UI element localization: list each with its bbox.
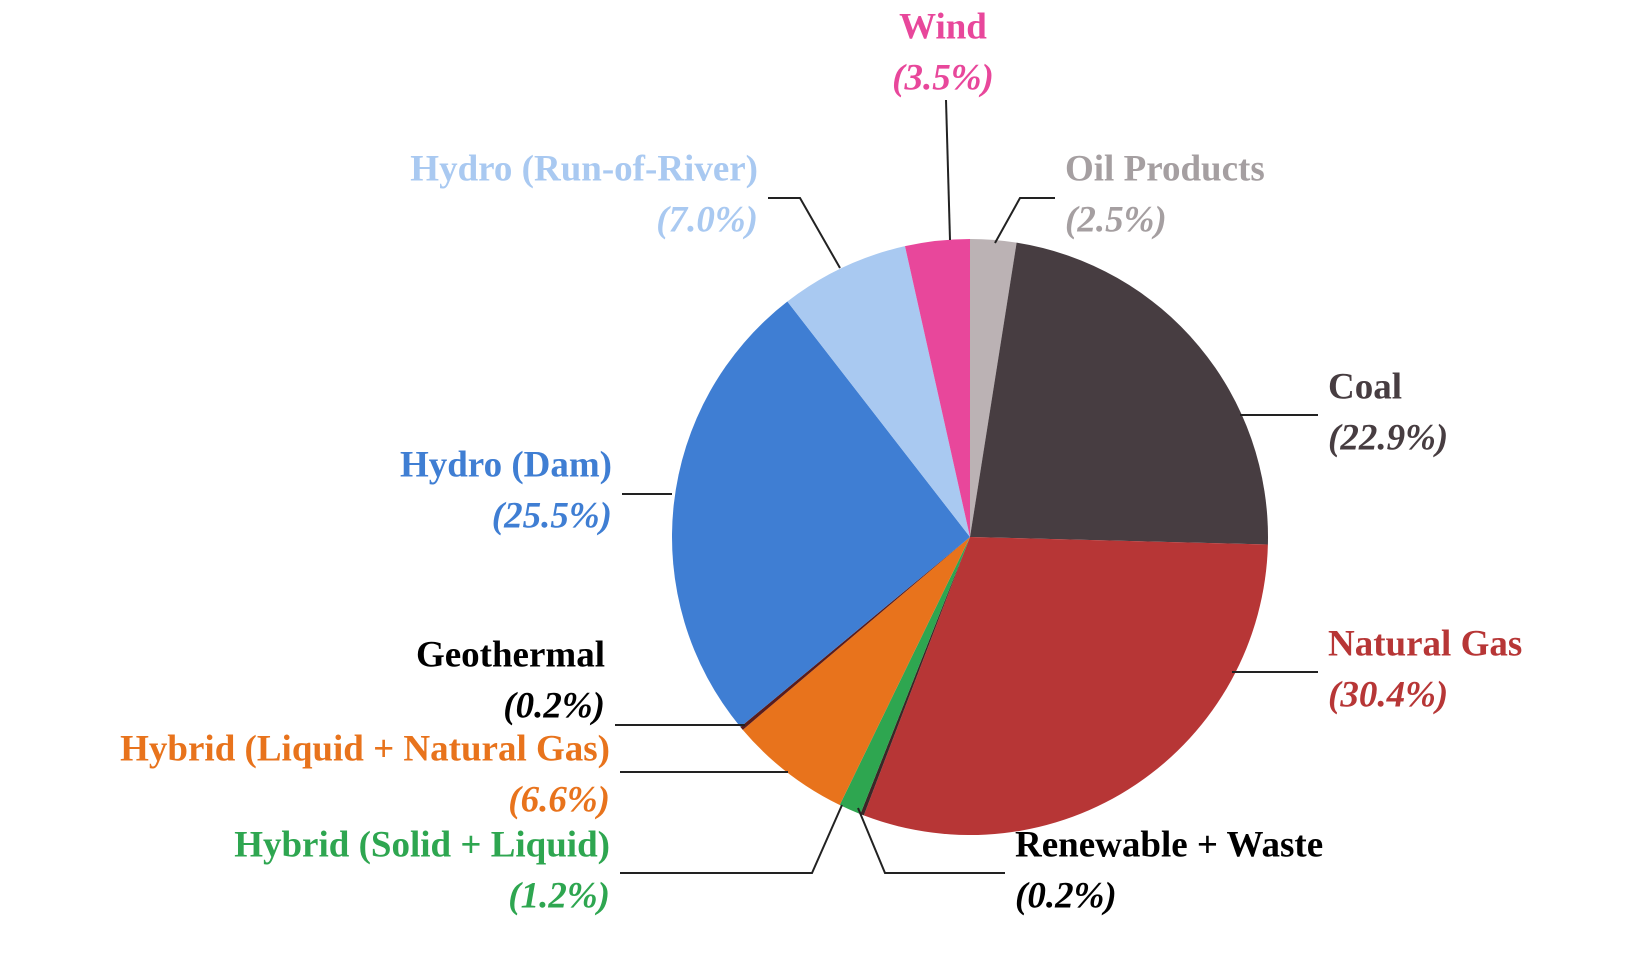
slice-label: Coal — [1328, 366, 1402, 407]
slice-label: Geothermal — [416, 634, 605, 675]
slice-value-label: (25.5%) — [492, 495, 612, 536]
leader-line — [768, 197, 841, 269]
slice-value-label: (22.9%) — [1328, 417, 1448, 458]
slice-label: Hybrid (Liquid + Natural Gas) — [120, 728, 610, 769]
pie-slice — [787, 246, 970, 537]
slice-value-label: (0.2%) — [503, 685, 605, 726]
pie-slice — [672, 301, 970, 727]
slice-value-label: (0.2%) — [1015, 875, 1117, 916]
pie-slice — [970, 239, 1017, 537]
pie-slice — [860, 537, 970, 816]
leader-line — [994, 197, 1055, 244]
slice-label: Renewable + Waste — [1015, 824, 1323, 865]
slice-value-label: (3.5%) — [892, 57, 994, 98]
leader-line — [945, 99, 951, 241]
slice-label: Hybrid (Solid + Liquid) — [234, 824, 610, 865]
slice-label: Hydro (Run-of-River) — [410, 148, 758, 189]
slice-value-label: (2.5%) — [1065, 199, 1167, 240]
slice-value-label: (1.2%) — [508, 875, 610, 916]
slice-value-label: (7.0%) — [656, 199, 758, 240]
pie-slice — [863, 537, 1268, 836]
pie-slice — [740, 537, 970, 730]
slice-value-label: (30.4%) — [1328, 674, 1448, 715]
leader-line — [620, 804, 843, 874]
leader-line — [857, 807, 1005, 874]
slice-label: Natural Gas — [1328, 623, 1522, 664]
pie-slice — [904, 239, 970, 537]
slice-label: Wind — [899, 6, 987, 47]
pie-slice — [970, 242, 1268, 545]
slice-label: Hydro (Dam) — [400, 444, 612, 485]
slice-value-label: (6.6%) — [508, 779, 610, 820]
slice-label: Oil Products — [1065, 148, 1265, 189]
pie-slice — [839, 537, 970, 815]
pie-slice — [742, 537, 970, 806]
